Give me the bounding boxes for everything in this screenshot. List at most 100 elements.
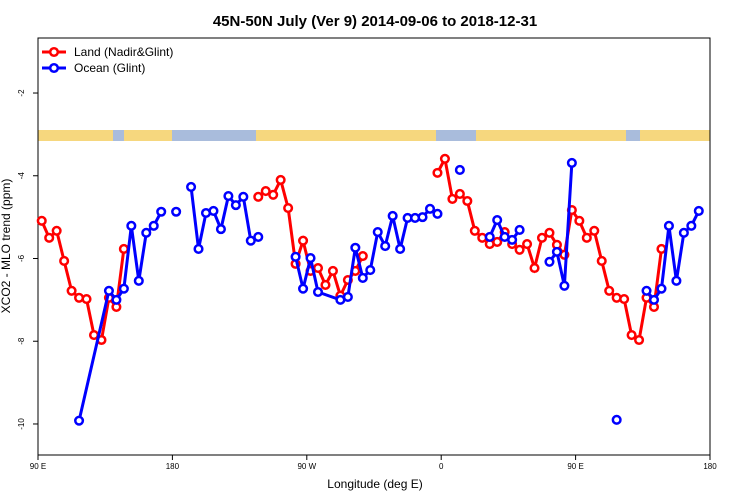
y-tick-label: -8 [17, 337, 26, 345]
data-point [514, 244, 525, 255]
data-point [447, 193, 458, 204]
data-point [312, 286, 324, 298]
map-strip [38, 130, 710, 141]
data-point [432, 167, 443, 178]
y-tick-label: -4 [17, 172, 26, 180]
data-point [290, 251, 301, 262]
data-point [298, 283, 309, 294]
y-tick-label: -10 [17, 418, 26, 430]
data-point [275, 174, 286, 185]
data-point [44, 232, 55, 243]
data-point [544, 227, 555, 238]
data-point [559, 280, 570, 291]
data-point [245, 235, 256, 246]
data-point [454, 188, 465, 200]
data-point [596, 255, 607, 267]
data-point [118, 243, 129, 255]
data-point [223, 190, 234, 202]
data-point [350, 242, 361, 253]
data-point [395, 243, 406, 255]
data-point [454, 164, 465, 176]
y-tick-label: -2 [17, 89, 26, 97]
data-point [663, 220, 674, 231]
chart-title: 45N-50N July (Ver 9) 2014-09-06 to 2018-… [213, 13, 537, 30]
data-point [171, 206, 182, 217]
data-point [126, 220, 137, 231]
data-point [141, 227, 152, 238]
legend-marker [48, 46, 60, 58]
data-point [238, 191, 249, 202]
data-point [186, 181, 197, 192]
data-point [380, 241, 391, 252]
data-point [604, 285, 615, 296]
x-tick-label: 90 E [30, 462, 46, 471]
data-point [298, 235, 309, 246]
data-point [551, 246, 562, 257]
series-line [548, 162, 574, 287]
data-point [230, 200, 241, 211]
series-line [436, 154, 663, 343]
data-point [424, 203, 436, 214]
data-point [342, 291, 353, 303]
series-line [189, 186, 259, 250]
data-point [589, 225, 600, 236]
data-point [648, 294, 660, 305]
x-tick-label: 90 W [297, 462, 316, 471]
data-point [260, 186, 271, 197]
y-tick-label: -6 [17, 254, 26, 262]
data-point [462, 195, 473, 207]
data-point [522, 238, 533, 250]
data-point [439, 153, 450, 164]
data-point [59, 255, 70, 267]
data-point [656, 283, 667, 294]
data-point [507, 234, 518, 245]
data-point [432, 208, 443, 219]
x-tick-label: 180 [703, 462, 717, 471]
data-point [357, 250, 368, 262]
data-point [215, 224, 226, 235]
data-point [514, 224, 525, 236]
x-axis-label: Longitude (deg E) [327, 477, 422, 491]
x-tick-label: 180 [166, 462, 180, 471]
data-point [566, 157, 577, 168]
data-point [544, 256, 555, 267]
x-tick-label: 90 E [567, 462, 583, 471]
data-point [268, 189, 279, 200]
data-point [312, 262, 324, 274]
data-point [686, 220, 697, 231]
data-point [51, 225, 62, 236]
data-point [111, 294, 122, 305]
data-point [671, 275, 682, 286]
data-point [253, 231, 264, 243]
data-point [484, 231, 495, 243]
data-point [305, 253, 316, 264]
y-axis-label: XCO2 - MLO trend (ppm) [0, 179, 13, 314]
data-point [536, 232, 548, 243]
data-point [36, 215, 47, 226]
data-point [148, 220, 159, 231]
data-point [469, 225, 480, 236]
data-point [118, 283, 129, 294]
data-point [357, 272, 368, 283]
data-point [492, 236, 503, 247]
data-point [103, 285, 114, 296]
data-point [74, 415, 85, 426]
x-tick-label: 0 [439, 462, 444, 471]
data-point [581, 232, 592, 243]
data-point [611, 414, 622, 425]
data-point [208, 205, 219, 216]
legend-marker [48, 62, 60, 74]
data-point [193, 243, 204, 255]
data-point [693, 205, 704, 216]
data-point [574, 215, 585, 226]
data-point [66, 285, 77, 296]
data-point [133, 275, 144, 286]
data-point [634, 334, 645, 346]
data-point [327, 265, 338, 276]
data-point [492, 214, 503, 226]
data-point [81, 293, 92, 305]
data-point [253, 191, 264, 202]
data-point [372, 226, 383, 238]
data-point [387, 210, 398, 221]
